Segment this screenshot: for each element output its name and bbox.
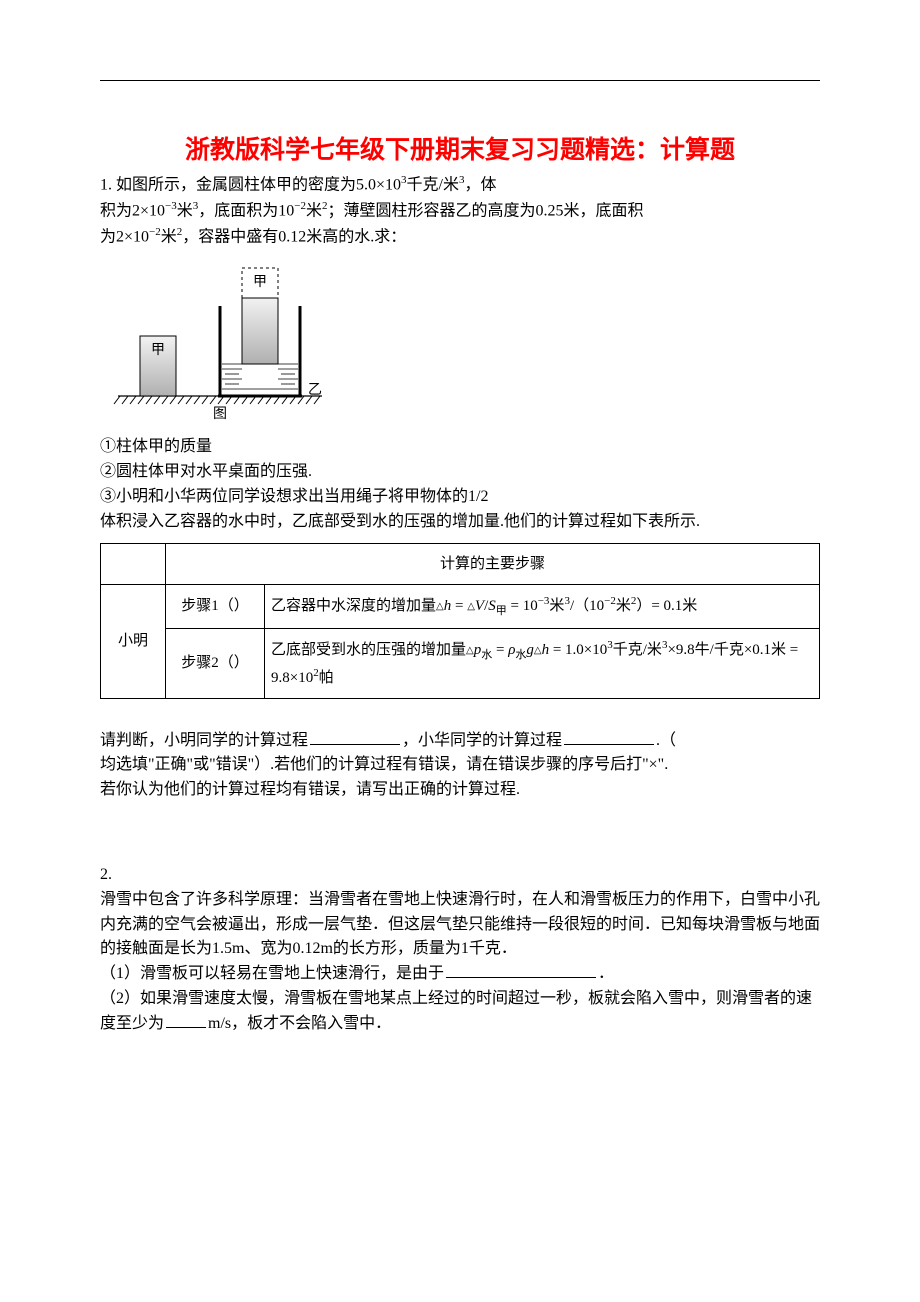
q1-line1-c: ，体	[464, 176, 496, 193]
container-yi: 甲 乙	[218, 268, 322, 398]
label-jia-inner: 甲	[253, 275, 267, 290]
q1-sub3a: ③小明和小华两位同学设想求出当用绳子将甲物体的1/2	[100, 485, 820, 510]
label-yi: 乙	[308, 382, 322, 398]
header-rule	[100, 80, 820, 81]
q1-sub3b: 体积浸入乙容器的水中时，乙底部受到水的压强的增加量.他们的计算过程如下表所示.	[100, 510, 820, 535]
tbl-name-ming: 小明	[101, 584, 166, 698]
q1-line3-b: 米	[161, 229, 177, 246]
calc-table-clip: 计算的主要步骤小明步骤1（）乙容器中水深度的增加量△h = △V/S甲 = 10…	[100, 535, 820, 711]
blank-3	[446, 963, 596, 978]
q1-sub2: ②圆柱体甲对水平桌面的压强.	[100, 460, 820, 485]
tbl-header: 计算的主要步骤	[166, 543, 820, 584]
q1-judgement: 请判断，小明同学的计算过程 ，小华同学的计算过程 .（ 均选填"正确"或"错误"）.…	[100, 729, 820, 803]
blank-1	[310, 730, 400, 745]
page: 浙教版科学七年级下册期末复习习题精选：计算题 1. 如图所示，金属圆柱体甲的密度…	[0, 0, 920, 1302]
q2-p3: （2）如果滑雪速度太慢，滑雪板在雪地某点上经过的时间超过一秒，板就会陷入雪中，则…	[100, 987, 820, 1037]
judge-a: 请判断，小明同学的计算过程	[100, 732, 308, 749]
q1-line2-a: 积为2×10	[100, 202, 165, 219]
tbl-step2-label: 步骤2（）	[166, 629, 265, 699]
figure-1: 甲 甲 乙	[100, 256, 820, 431]
q1-line3-exp-a: −2	[149, 226, 161, 238]
q2-p2: （1）滑雪板可以轻易在雪地上快速滑行，是由于．	[100, 962, 820, 987]
q1-line2-exp-c: −2	[294, 200, 306, 212]
judge-b: ，小华同学的计算过程	[402, 732, 562, 749]
q1-subquestions: ①柱体甲的质量 ②圆柱体甲对水平桌面的压强. ③小明和小华两位同学设想求出当用绳…	[100, 435, 820, 534]
tbl-step2-body: 乙底部受到水的压强的增加量△p水 = ρ水g△h = 1.0×103千克/米3×…	[265, 629, 820, 699]
label-jia: 甲	[151, 343, 165, 358]
q1-line3-a: 为2×10	[100, 229, 149, 246]
question-2: 2. 滑雪中包含了许多科学原理：当滑雪者在雪地上快速滑行时，在人和滑雪板压力的作…	[100, 863, 820, 1037]
q2-p1: 滑雪中包含了许多科学原理：当滑雪者在雪地上快速滑行时，在人和滑雪板压力的作用下，…	[100, 888, 820, 962]
q1-line2-c: ，底面积为10	[198, 202, 294, 219]
q1-line3-c: ，容器中盛有0.12米高的水.求：	[182, 229, 406, 246]
tbl-step1-body: 乙容器中水深度的增加量△h = △V/S甲 = 10−3米3/（10−2米2）=…	[265, 584, 820, 629]
q1-sub1: ①柱体甲的质量	[100, 435, 820, 460]
blank-2	[564, 730, 654, 745]
doc-title: 浙教版科学七年级下册期末复习习题精选：计算题	[100, 130, 820, 166]
q1-line2-exp-a: −3	[165, 200, 177, 212]
q1-line1-a: 1. 如图所示，金属圆柱体甲的密度为5.0×10	[100, 176, 401, 193]
q1-line2-b: 米	[177, 202, 193, 219]
figure-svg: 甲 甲 乙	[100, 256, 330, 426]
question-1: 1. 如图所示，金属圆柱体甲的密度为5.0×103千克/米3，体 积为2×10−…	[100, 172, 820, 250]
tbl-step1-label: 步骤1（）	[166, 584, 265, 629]
figure-caption: 图	[213, 407, 227, 422]
cylinder-jia: 甲	[140, 336, 176, 396]
calc-table: 计算的主要步骤小明步骤1（）乙容器中水深度的增加量△h = △V/S甲 = 10…	[100, 543, 820, 699]
judge-d: 均选填"正确"或"错误"）.若他们的计算过程有错误，请在错误步骤的序号后打"×"…	[100, 756, 668, 773]
q1-line2-e: ；薄壁圆柱形容器乙的高度为0.25米，底面积	[328, 202, 644, 219]
q2-num: 2.	[100, 863, 820, 888]
q1-line2-d: 米	[306, 202, 322, 219]
q1-line1-b: 千克/米	[407, 176, 459, 193]
judge-e: 若你认为他们的计算过程均有错误，请写出正确的计算过程.	[100, 781, 520, 798]
blank-4	[166, 1013, 206, 1028]
judge-c: .（	[656, 732, 676, 749]
